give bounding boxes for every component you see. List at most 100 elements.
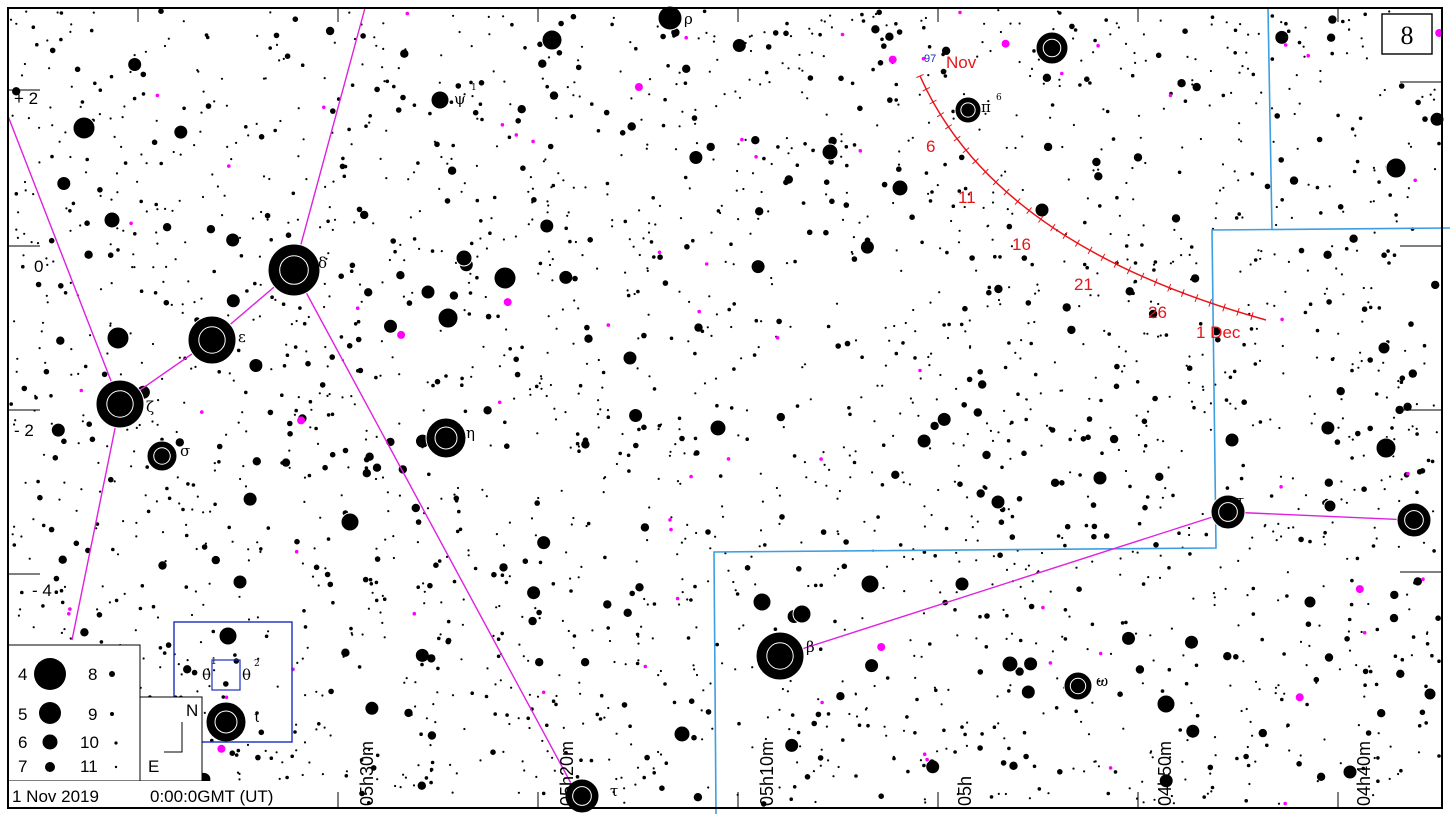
field-star — [116, 553, 120, 556]
field-star — [978, 614, 982, 619]
field-star — [1139, 136, 1142, 139]
orientation-indicator: N E — [139, 696, 203, 782]
field-star — [238, 236, 242, 239]
field-star — [323, 726, 326, 729]
field-star — [139, 199, 143, 204]
track-tick — [1038, 215, 1044, 223]
field-star — [402, 295, 405, 298]
field-star — [304, 694, 307, 697]
field-star — [101, 585, 104, 588]
field-star — [368, 114, 373, 118]
field-star — [757, 346, 760, 349]
deep-sky-object — [775, 336, 780, 340]
field-star — [508, 347, 512, 351]
field-star — [415, 648, 429, 662]
field-star — [1209, 69, 1212, 73]
field-star — [367, 607, 370, 610]
field-star — [1127, 233, 1130, 237]
field-star — [484, 295, 487, 299]
field-star — [434, 378, 441, 385]
field-star — [1188, 355, 1191, 358]
field-star — [1251, 734, 1254, 737]
field-star — [1426, 458, 1431, 463]
field-star — [1382, 361, 1385, 364]
field-star — [876, 9, 882, 16]
field-star — [564, 751, 568, 755]
field-star — [1308, 395, 1311, 398]
field-star — [36, 242, 40, 245]
field-star — [606, 626, 610, 630]
field-star — [989, 795, 994, 799]
field-star — [718, 474, 723, 478]
field-star — [225, 104, 228, 107]
deep-sky-object — [500, 123, 505, 127]
field-star — [233, 653, 237, 657]
field-star — [606, 193, 609, 196]
field-star — [1270, 14, 1275, 18]
field-star — [911, 136, 914, 139]
field-star — [13, 423, 16, 426]
field-star — [1203, 411, 1206, 414]
field-star — [1323, 543, 1326, 546]
field-star — [551, 756, 554, 759]
field-star — [1413, 577, 1423, 586]
field-star — [1429, 93, 1432, 96]
field-star — [1009, 22, 1012, 25]
field-star — [311, 575, 315, 578]
field-star — [880, 483, 885, 487]
deep-sky-object — [657, 250, 662, 255]
star-label-tau-ori: τ — [610, 782, 618, 800]
track-tick — [1050, 223, 1056, 232]
field-star — [898, 150, 901, 153]
field-star — [479, 237, 482, 240]
field-star — [444, 198, 451, 204]
field-star — [449, 763, 452, 767]
field-star — [1020, 339, 1023, 342]
field-star — [328, 206, 331, 209]
track-tick — [982, 168, 989, 176]
field-star — [1007, 508, 1010, 511]
field-star — [1355, 664, 1358, 667]
field-star — [1435, 615, 1441, 621]
field-star — [498, 604, 501, 608]
field-star — [1325, 287, 1328, 290]
field-star — [729, 242, 733, 246]
star-labels: ρ ψ 1 π 6 δ ε ζ σ η θ 1 θ 2 ι τ β ω τ — [146, 10, 1244, 800]
field-star — [1296, 761, 1302, 767]
star-label-beta: β — [806, 638, 815, 656]
field-star — [426, 381, 429, 384]
field-star — [274, 298, 277, 301]
field-star — [940, 703, 943, 706]
field-star — [1367, 425, 1373, 432]
field-star — [314, 426, 318, 431]
field-star — [52, 260, 55, 263]
field-star — [1223, 652, 1232, 661]
field-star — [421, 446, 424, 449]
field-star — [1091, 523, 1098, 530]
field-star — [419, 732, 423, 736]
boundary-line — [1267, 7, 1273, 231]
field-star — [245, 289, 249, 293]
field-star — [48, 237, 55, 244]
field-star — [693, 436, 698, 441]
field-star — [37, 494, 43, 501]
field-star — [1119, 67, 1122, 70]
deep-sky-object — [697, 309, 701, 314]
field-star — [1186, 739, 1189, 742]
field-star — [695, 531, 698, 535]
field-star — [1251, 612, 1256, 616]
bright-star — [954, 96, 982, 124]
field-star — [496, 654, 501, 659]
field-star — [397, 67, 400, 70]
field-star — [776, 145, 780, 149]
field-star — [235, 141, 238, 144]
field-star — [1107, 332, 1111, 336]
field-star — [470, 45, 473, 48]
field-star — [1142, 504, 1148, 511]
field-star — [196, 495, 199, 498]
field-star — [485, 495, 488, 498]
field-star — [669, 336, 674, 341]
field-star — [195, 547, 198, 551]
deep-sky-object — [224, 695, 229, 700]
field-star — [715, 313, 719, 316]
